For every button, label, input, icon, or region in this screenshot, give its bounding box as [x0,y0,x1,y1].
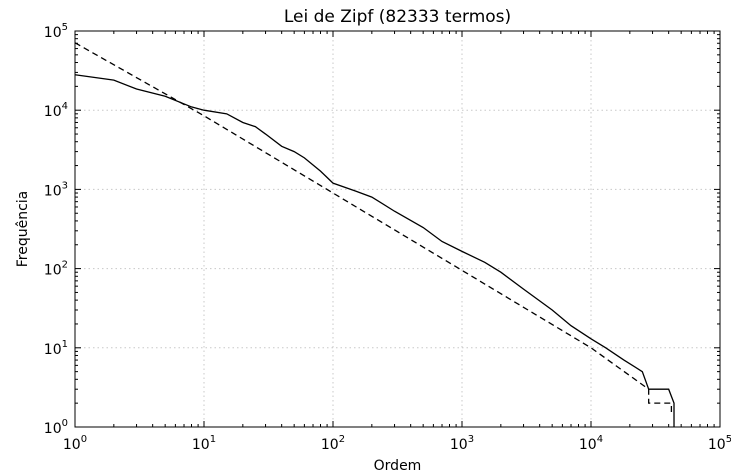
y-tick-label: 103 [44,180,68,199]
plot-frame [74,30,721,428]
x-tick-label: 103 [450,434,474,453]
x-tick-label: 105 [708,434,731,453]
series-layer [74,42,675,427]
y-tick-label: 102 [44,260,68,279]
y-tick-label: 104 [44,101,68,120]
x-tick-label: 102 [321,434,345,453]
chart-title: Lei de Zipf (82333 termos) [284,7,511,27]
series-line-dashed [74,42,673,414]
y-tick-label: 101 [44,339,68,358]
grid-lines [74,30,721,428]
x-tick-label: 100 [63,434,87,453]
y-tick-label: 105 [44,22,68,41]
y-tick-labels: 100 101 102 103 104 105 [44,22,68,437]
x-tick-label: 104 [579,434,603,453]
y-axis-label: Frequência [15,191,31,268]
axis-ticks [74,30,721,428]
series-line-solid [74,74,675,427]
y-tick-label: 100 [44,418,68,437]
x-tick-label: 101 [192,434,216,453]
x-tick-labels: 100 101 102 103 104 105 [63,434,731,453]
x-axis-label: Ordem [374,458,422,474]
